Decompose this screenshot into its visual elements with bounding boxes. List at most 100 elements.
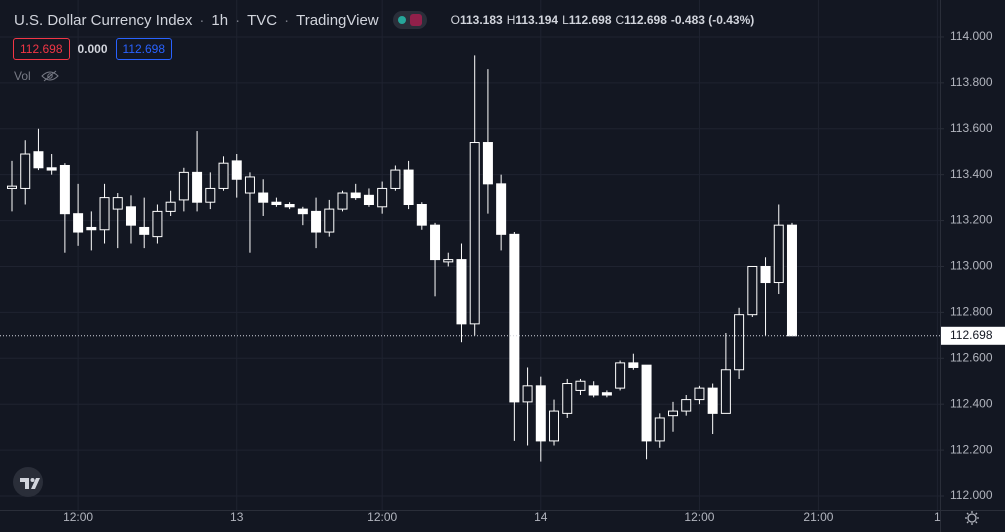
- spread: 0.000: [77, 42, 108, 56]
- ohlc-item: H113.194: [507, 13, 558, 27]
- candle-body: [46, 167, 57, 171]
- candle-body: [430, 224, 441, 261]
- ohlc-item: C112.698: [616, 13, 667, 27]
- candle-body: [522, 385, 533, 403]
- candle-body: [231, 160, 242, 180]
- candle-body: [760, 265, 771, 284]
- ohlc-item: O113.183: [451, 13, 503, 27]
- ohlc-item: L112.698: [562, 13, 611, 27]
- candle-body: [390, 169, 401, 189]
- symbol-title[interactable]: U.S. Dollar Currency Index: [14, 11, 193, 29]
- candle-body: [271, 201, 282, 206]
- candle-body: [601, 392, 612, 396]
- y-tick-label: 112.400: [950, 396, 993, 410]
- candle-body: [747, 265, 758, 316]
- ohlc-legend: O113.183 H113.194 L112.698 C112.698 -0.483 (…: [451, 13, 755, 27]
- ohlc-value: 112.698: [624, 13, 667, 27]
- candle-body: [443, 259, 454, 263]
- candle-body: [377, 187, 388, 208]
- candle-body: [350, 192, 361, 199]
- candle-body: [496, 183, 507, 235]
- candle-body: [86, 226, 97, 231]
- volume-legend: Vol: [14, 69, 59, 83]
- candle-body: [20, 153, 31, 189]
- price-badges: 112.698 0.000 112.698: [13, 38, 173, 60]
- y-tick-label: 113.800: [950, 75, 993, 89]
- candle-body: [535, 385, 546, 442]
- candle-body: [152, 210, 163, 238]
- candle-body: [628, 362, 639, 368]
- candle-body: [192, 171, 203, 203]
- y-tick-label: 113.600: [950, 121, 993, 135]
- ohlc-value: 113.194: [515, 13, 559, 27]
- source: TradingView: [296, 11, 379, 29]
- candle-body: [125, 206, 136, 226]
- separator: ·: [284, 11, 290, 29]
- candle-body: [469, 142, 480, 325]
- candle-body: [416, 204, 427, 226]
- market-status[interactable]: [392, 11, 427, 29]
- candle-body: [73, 213, 84, 233]
- separator: ·: [199, 11, 205, 29]
- candle-body: [734, 314, 745, 371]
- x-tick-label: 12:00: [367, 510, 397, 524]
- hide-icon[interactable]: [40, 70, 59, 82]
- candle-body: [562, 383, 573, 414]
- candle-body: [482, 142, 493, 185]
- candle-body: [112, 197, 123, 210]
- candle-body: [641, 364, 652, 442]
- y-tick-label: 112.800: [950, 305, 993, 319]
- x-tick-label: 1: [934, 510, 941, 524]
- ohlc-value: 112.698: [568, 13, 612, 27]
- ask-badge[interactable]: 112.698: [115, 38, 173, 60]
- exchange: TVC: [247, 11, 278, 29]
- settings-icon[interactable]: [965, 511, 979, 525]
- ohlc-key: L: [562, 13, 569, 27]
- tradingview-logo: [13, 467, 43, 497]
- legend-header: U.S. Dollar Currency Index · 1h · TVC · …: [14, 11, 754, 29]
- candle-body: [178, 171, 189, 201]
- candle-body: [7, 185, 17, 189]
- candle-body: [324, 208, 335, 233]
- candle-body: [509, 233, 520, 403]
- x-tick-label: 13: [230, 510, 244, 524]
- x-tick-label: 12:00: [63, 510, 93, 524]
- ohlc-key: O: [450, 13, 460, 27]
- candle-body: [258, 192, 269, 203]
- candle-body: [297, 208, 308, 215]
- interval[interactable]: 1h: [211, 11, 229, 29]
- candle-body: [337, 192, 348, 210]
- y-tick-label: 113.200: [950, 213, 993, 227]
- y-tick-label: 113.400: [950, 167, 993, 181]
- candle-body: [33, 151, 44, 169]
- x-tick-label: 21:00: [803, 510, 833, 524]
- last-price-label: 112.698: [950, 328, 993, 342]
- candle-body: [707, 387, 718, 414]
- last-price-box: [941, 326, 1005, 345]
- candle-body: [165, 201, 176, 212]
- x-tick-label: 12:00: [684, 510, 714, 524]
- candle-body: [311, 210, 322, 233]
- candle-body: [218, 162, 229, 189]
- candle-body: [575, 380, 586, 391]
- candle-body: [99, 197, 110, 231]
- bid-badge[interactable]: 112.698: [13, 38, 70, 60]
- candle-body: [284, 204, 295, 208]
- candle-body: [694, 387, 705, 401]
- status-dot: [397, 16, 406, 24]
- ohlc-value: 113.183: [459, 13, 503, 27]
- candle-body: [773, 224, 784, 284]
- candle-body: [786, 224, 797, 337]
- candle-body: [403, 169, 414, 206]
- candle-body: [139, 226, 150, 235]
- candle-body: [615, 362, 626, 389]
- candle-body: [720, 369, 731, 414]
- candle-body: [681, 399, 692, 412]
- candle-body: [205, 187, 216, 203]
- candle-body: [244, 176, 255, 194]
- price-change: -0.483 (-0.43%): [670, 13, 755, 27]
- volume-label: Vol: [14, 69, 31, 83]
- y-tick-label: 112.200: [950, 442, 993, 456]
